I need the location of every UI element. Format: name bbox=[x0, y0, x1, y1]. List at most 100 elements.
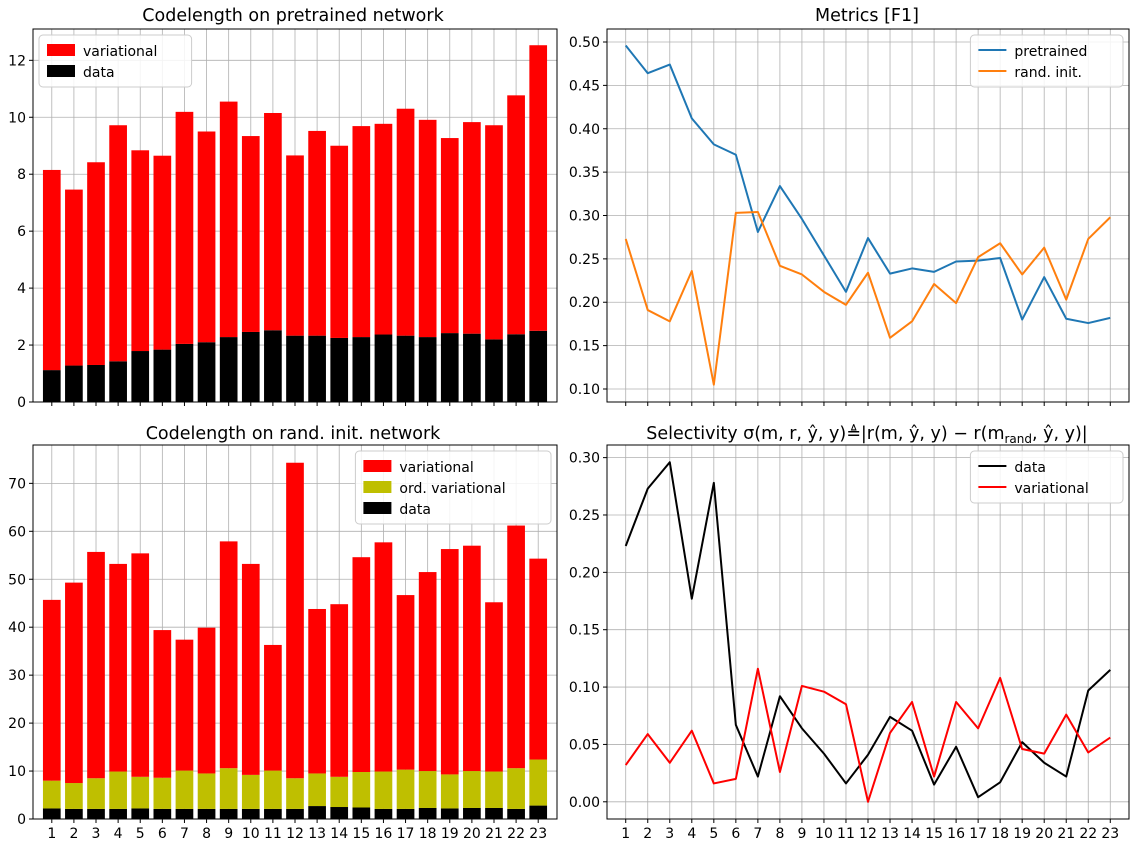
bar-variational bbox=[463, 122, 481, 334]
x-tick-label: 1 bbox=[621, 826, 630, 842]
x-tick-label: 6 bbox=[731, 826, 740, 842]
y-tick-label: 0.30 bbox=[569, 209, 600, 225]
bar-data bbox=[485, 807, 503, 819]
legend-label: data bbox=[399, 502, 431, 518]
legend-swatch bbox=[363, 502, 392, 514]
bar-data bbox=[374, 334, 393, 402]
bar-data bbox=[65, 365, 83, 402]
x-tick-label: 13 bbox=[881, 826, 899, 842]
y-tick-label: 50 bbox=[8, 572, 26, 588]
y-tick-label: 40 bbox=[8, 620, 26, 636]
bar-data bbox=[308, 335, 326, 402]
bar-variational bbox=[109, 125, 127, 362]
bar-variational bbox=[440, 138, 459, 334]
x-tick-label: 11 bbox=[264, 826, 282, 842]
x-tick-label: 23 bbox=[1101, 826, 1119, 842]
y-tick-label: 0.40 bbox=[569, 122, 600, 138]
bar-variational bbox=[418, 572, 437, 772]
legend-swatch bbox=[47, 65, 75, 77]
y-tick-label: 0.15 bbox=[569, 339, 600, 355]
bar-data bbox=[42, 370, 61, 402]
bar-variational bbox=[197, 131, 216, 343]
bar-data bbox=[241, 331, 260, 402]
bar-variational bbox=[241, 563, 260, 775]
bar-variational bbox=[463, 545, 481, 772]
grid bbox=[607, 445, 1129, 819]
x-tick-label: 6 bbox=[158, 826, 167, 842]
x-tick-label: 1 bbox=[47, 826, 56, 842]
chart-title: Codelength on rand. init. network bbox=[146, 424, 441, 444]
bar-data bbox=[219, 337, 238, 402]
x-tick-label: 10 bbox=[815, 826, 833, 842]
legend-box bbox=[38, 34, 193, 88]
bar-variational bbox=[286, 155, 304, 336]
bar-data bbox=[42, 808, 61, 819]
y-tick-label: 0.25 bbox=[569, 508, 600, 524]
bar-data bbox=[330, 807, 349, 819]
bar-ord-variational bbox=[65, 783, 83, 809]
x-tick-label: 20 bbox=[463, 826, 481, 842]
x-tick-label: 4 bbox=[114, 826, 123, 842]
bar-variational bbox=[352, 557, 371, 773]
bar-variational bbox=[352, 126, 371, 338]
bar-ord-variational bbox=[396, 769, 415, 809]
bar-ord-variational bbox=[264, 770, 282, 809]
bar-data bbox=[109, 808, 127, 819]
y-tick-label: 0.10 bbox=[569, 382, 600, 398]
x-tick-label: 19 bbox=[441, 826, 459, 842]
bar-data bbox=[463, 807, 481, 819]
bar-variational bbox=[42, 169, 61, 371]
x-tick-label: 22 bbox=[1079, 826, 1097, 842]
bar-data bbox=[241, 808, 260, 819]
y-tick-label: 0.30 bbox=[569, 451, 600, 467]
y-tick-label: 0.25 bbox=[569, 252, 600, 268]
y-tick-label: 0.20 bbox=[569, 565, 600, 581]
x-tick-label: 5 bbox=[709, 826, 718, 842]
bar-data bbox=[219, 808, 238, 819]
x-tick-label: 23 bbox=[529, 826, 547, 842]
bar-data bbox=[153, 349, 172, 402]
y-tick-label: 60 bbox=[8, 524, 26, 540]
lines bbox=[624, 461, 1111, 803]
legend-swatch bbox=[363, 481, 392, 493]
bar-data bbox=[507, 808, 525, 819]
bar-variational bbox=[507, 95, 525, 335]
x-tick-label: 16 bbox=[375, 826, 393, 842]
bar-variational bbox=[264, 112, 282, 331]
bar-data bbox=[131, 808, 150, 819]
bar-data bbox=[65, 808, 83, 819]
x-tick-label: 19 bbox=[1013, 826, 1031, 842]
bars bbox=[42, 45, 548, 402]
x-tick-label: 20 bbox=[1035, 826, 1053, 842]
bar-data bbox=[396, 808, 415, 819]
bar-variational bbox=[396, 595, 415, 770]
legend-label: data bbox=[1014, 460, 1046, 476]
legend: data variational bbox=[969, 450, 1124, 504]
bar-variational bbox=[241, 136, 260, 332]
bar-data bbox=[87, 808, 105, 819]
bar-data bbox=[264, 808, 282, 819]
bar-variational bbox=[485, 602, 503, 772]
x-tick-label: 7 bbox=[753, 826, 762, 842]
y-tick-label: 0.05 bbox=[569, 737, 600, 753]
x-tick-label: 14 bbox=[330, 826, 348, 842]
x-tick-label: 5 bbox=[136, 826, 145, 842]
bar-variational bbox=[440, 549, 459, 775]
y-tick-label: 10 bbox=[8, 764, 26, 780]
bar-variational bbox=[87, 162, 105, 365]
series-line-rand-init- bbox=[624, 211, 1111, 386]
chart-selectivity: Selectivity σ(m, r, ŷ, y)≜|r(m, ŷ, y) − … bbox=[569, 424, 1130, 842]
y-tick-label: 0.00 bbox=[569, 795, 600, 811]
legend-label: ord. variational bbox=[399, 481, 505, 497]
bar-variational bbox=[507, 525, 525, 769]
bar-ord-variational bbox=[42, 780, 61, 809]
bar-ord-variational bbox=[153, 777, 172, 809]
x-tick-label: 12 bbox=[286, 826, 304, 842]
bar-ord-variational bbox=[374, 771, 393, 809]
y-tick-label: 0.50 bbox=[569, 35, 600, 51]
bar-variational bbox=[87, 551, 105, 779]
bar-data bbox=[507, 334, 525, 402]
bar-variational bbox=[308, 130, 326, 336]
bar-data bbox=[286, 335, 304, 402]
